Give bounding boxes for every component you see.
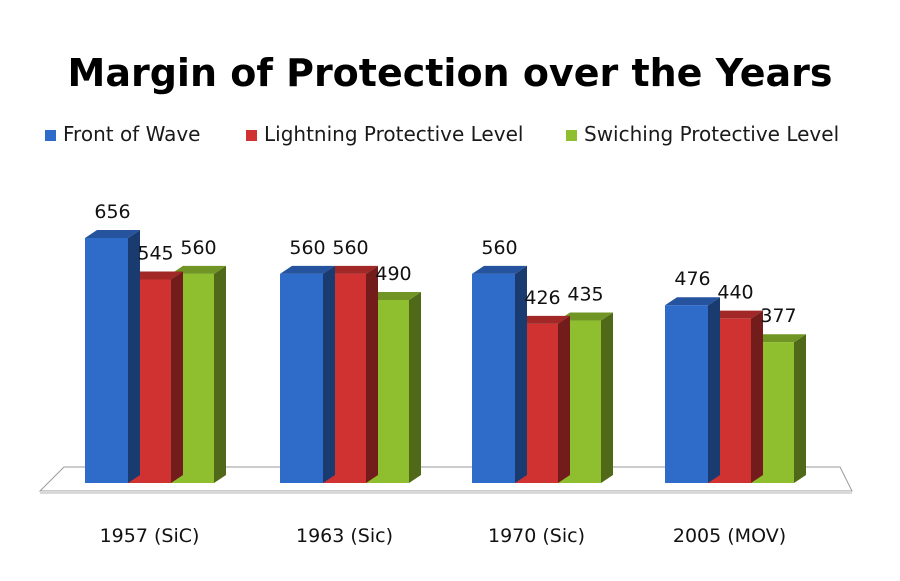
category-label-1963-sic: 1963 (Sic) — [296, 525, 393, 547]
bar-top-lightning-protective-level-2005-mov — [708, 310, 763, 319]
bar-front-of-wave-1963-sic — [280, 273, 323, 483]
legend-swatch-front-of-wave — [45, 130, 56, 141]
bar-front-of-wave-1957-sic — [85, 238, 128, 483]
legend-label-swiching-protective-level: Swiching Protective Level — [584, 122, 839, 146]
bar-top-swiching-protective-level-2005-mov — [751, 334, 806, 343]
bar-side-swiching-protective-level-2005-mov — [794, 334, 806, 483]
chart-title: Margin of Protection over the Years — [68, 51, 833, 95]
bar-top-swiching-protective-level-1963-sic — [366, 291, 421, 300]
category-label-1957-sic: 1957 (SiC) — [100, 525, 200, 547]
bar-top-lightning-protective-level-1970-sic — [515, 315, 570, 324]
category-labels: 1957 (SiC) 1963 (Sic) 1970 (Sic) 2005 (MOV) — [100, 525, 787, 547]
legend-label-lightning-protective-level: Lightning Protective Level — [264, 122, 523, 146]
value-label-front-of-wave-2005-mov: 476 — [674, 268, 710, 290]
bar-side-lightning-protective-level-1970-sic — [558, 315, 570, 483]
bar-top-front-of-wave-2005-mov — [665, 297, 720, 306]
bar-side-swiching-protective-level-1963-sic — [409, 291, 421, 483]
chart-floor — [38, 466, 853, 494]
value-label-lightning-protective-level-1970-sic: 426 — [524, 287, 560, 309]
value-label-swiching-protective-level-1970-sic: 435 — [567, 284, 603, 306]
value-label-front-of-wave-1970-sic: 560 — [481, 237, 517, 259]
category-label-1970-sic: 1970 (Sic) — [488, 525, 585, 547]
floor-edge — [40, 491, 852, 494]
bar-top-front-of-wave-1970-sic — [472, 265, 527, 274]
bar-front-of-wave-1970-sic — [472, 273, 515, 483]
bar-front-of-wave-2005-mov — [665, 305, 708, 483]
bar-side-lightning-protective-level-2005-mov — [751, 310, 763, 483]
bar-top-swiching-protective-level-1957-sic — [171, 265, 226, 274]
value-label-lightning-protective-level-1957-sic: 545 — [137, 242, 173, 264]
value-label-swiching-protective-level-1963-sic: 490 — [375, 263, 411, 285]
bar-side-front-of-wave-1957-sic — [128, 230, 140, 483]
value-label-lightning-protective-level-1963-sic: 560 — [332, 237, 368, 259]
bar-top-front-of-wave-1957-sic — [85, 230, 140, 238]
bar-side-swiching-protective-level-1957-sic — [214, 265, 226, 483]
bar-side-front-of-wave-1963-sic — [323, 265, 335, 483]
value-labels: 656 545 560 560 560 490 560 426 435 476 440 377 — [94, 201, 796, 327]
legend-label-front-of-wave: Front of Wave — [63, 122, 200, 146]
bars-group — [85, 230, 806, 483]
value-label-swiching-protective-level-1957-sic: 560 — [180, 237, 216, 259]
bar-side-lightning-protective-level-1963-sic — [366, 265, 378, 483]
value-label-swiching-protective-level-2005-mov: 377 — [760, 305, 796, 327]
bar-side-swiching-protective-level-1970-sic — [601, 312, 613, 483]
category-label-2005-mov: 2005 (MOV) — [673, 525, 786, 547]
bar-top-front-of-wave-1963-sic — [280, 265, 335, 274]
legend-swatch-lightning-protective-level — [246, 130, 257, 141]
value-label-lightning-protective-level-2005-mov: 440 — [717, 282, 753, 304]
legend-swatch-swiching-protective-level — [566, 130, 577, 141]
bar-side-front-of-wave-2005-mov — [708, 297, 720, 483]
value-label-front-of-wave-1957-sic: 656 — [94, 201, 130, 223]
bar-side-front-of-wave-1970-sic — [515, 265, 527, 483]
legend: Front of Wave Lightning Protective Level S… — [45, 122, 839, 146]
bar-top-swiching-protective-level-1970-sic — [558, 312, 613, 321]
bar-top-lightning-protective-level-1957-sic — [128, 271, 183, 280]
value-label-front-of-wave-1963-sic: 560 — [289, 237, 325, 259]
bar-top-lightning-protective-level-1963-sic — [323, 265, 378, 274]
bar-side-lightning-protective-level-1957-sic — [171, 271, 183, 483]
